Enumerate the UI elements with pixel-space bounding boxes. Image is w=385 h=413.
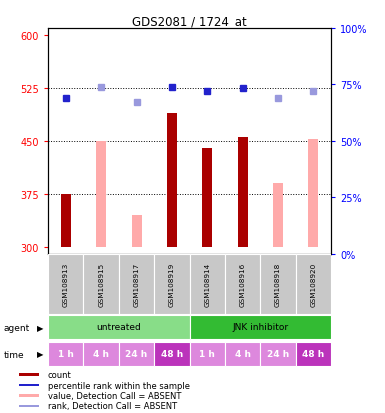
- Text: count: count: [48, 370, 72, 379]
- Text: ▶: ▶: [37, 350, 43, 358]
- Text: value, Detection Call = ABSENT: value, Detection Call = ABSENT: [48, 391, 181, 400]
- Bar: [225, 342, 260, 366]
- Text: agent: agent: [4, 323, 30, 332]
- Bar: [132, 215, 142, 247]
- Bar: [119, 342, 154, 366]
- Text: 1 h: 1 h: [199, 349, 215, 358]
- Text: rank, Detection Call = ABSENT: rank, Detection Call = ABSENT: [48, 401, 177, 410]
- Bar: [48, 315, 190, 339]
- Bar: [260, 342, 296, 366]
- Text: GSM108917: GSM108917: [134, 262, 139, 306]
- Bar: [238, 138, 248, 247]
- Bar: [19, 394, 39, 396]
- Text: GSM108916: GSM108916: [240, 262, 246, 306]
- Text: percentile rank within the sample: percentile rank within the sample: [48, 381, 190, 389]
- Bar: [190, 254, 225, 314]
- Bar: [19, 384, 39, 386]
- Text: 4 h: 4 h: [235, 349, 251, 358]
- Text: JNK inhibitor: JNK inhibitor: [232, 322, 288, 331]
- Text: GSM108919: GSM108919: [169, 262, 175, 306]
- Bar: [119, 254, 154, 314]
- Text: 48 h: 48 h: [302, 349, 325, 358]
- Bar: [19, 374, 39, 376]
- Text: 1 h: 1 h: [58, 349, 74, 358]
- Text: time: time: [4, 350, 25, 358]
- Bar: [225, 254, 260, 314]
- Bar: [96, 141, 106, 247]
- Text: GSM108914: GSM108914: [204, 262, 210, 306]
- Text: 48 h: 48 h: [161, 349, 183, 358]
- Bar: [19, 405, 39, 407]
- Title: GDS2081 / 1724_at: GDS2081 / 1724_at: [132, 15, 247, 28]
- Bar: [190, 315, 331, 339]
- Bar: [154, 254, 190, 314]
- Bar: [308, 139, 318, 247]
- Bar: [260, 254, 296, 314]
- Text: 24 h: 24 h: [126, 349, 148, 358]
- Text: GSM108920: GSM108920: [310, 262, 316, 306]
- Bar: [167, 113, 177, 247]
- Text: GSM108918: GSM108918: [275, 262, 281, 306]
- Text: 24 h: 24 h: [267, 349, 289, 358]
- Text: GSM108915: GSM108915: [98, 262, 104, 306]
- Bar: [190, 342, 225, 366]
- Text: untreated: untreated: [97, 322, 141, 331]
- Bar: [48, 342, 84, 366]
- Bar: [84, 254, 119, 314]
- Bar: [273, 184, 283, 247]
- Text: ▶: ▶: [37, 323, 43, 332]
- Text: 4 h: 4 h: [93, 349, 109, 358]
- Bar: [296, 342, 331, 366]
- Bar: [154, 342, 190, 366]
- Bar: [48, 254, 84, 314]
- Text: GSM108913: GSM108913: [63, 262, 69, 306]
- Bar: [84, 342, 119, 366]
- Bar: [61, 194, 71, 247]
- Bar: [296, 254, 331, 314]
- Bar: [203, 149, 212, 247]
